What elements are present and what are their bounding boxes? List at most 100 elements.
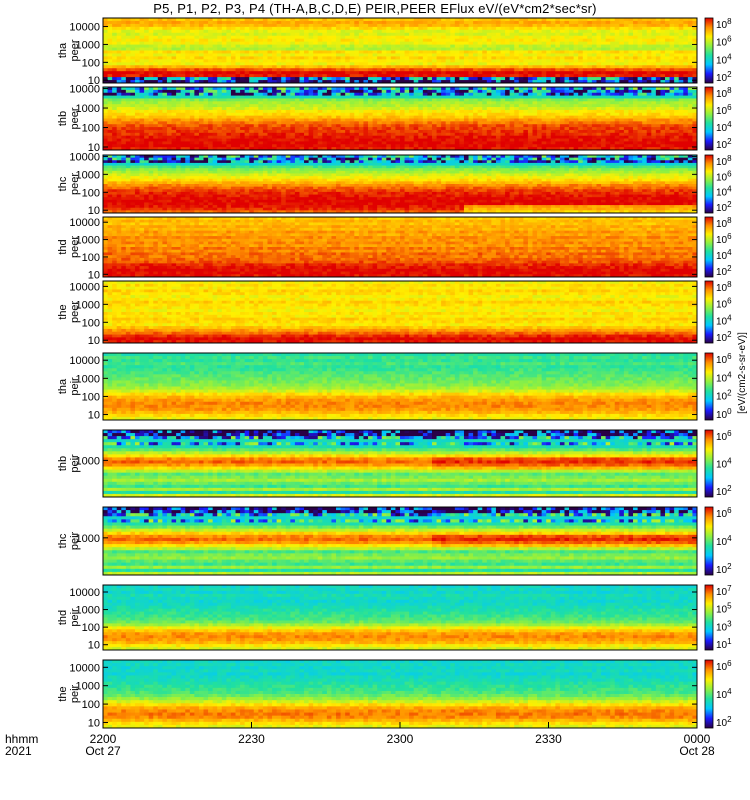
heatmap-cell (322, 51, 327, 54)
heatmap-cell (313, 56, 318, 59)
heatmap-cell (528, 39, 533, 42)
heatmap-cell (564, 30, 569, 33)
heatmap-cell (587, 53, 592, 56)
heatmap-cell (258, 62, 263, 65)
heatmap-cell (432, 48, 437, 51)
heatmap-cell (482, 77, 487, 80)
heatmap-cell (108, 48, 113, 51)
heatmap-cell (245, 27, 250, 30)
heatmap-cell (286, 18, 291, 21)
heatmap-cell (199, 42, 204, 45)
heatmap-cell (647, 45, 652, 48)
heatmap-cell (354, 59, 359, 62)
heatmap-cell (236, 74, 241, 77)
heatmap-cell (405, 59, 410, 62)
heatmap-cell (446, 36, 451, 39)
heatmap-cell (290, 65, 295, 68)
heatmap-cell (140, 27, 145, 30)
heatmap-cell (478, 18, 483, 21)
heatmap-cell (619, 39, 624, 42)
heatmap-cell (236, 42, 241, 45)
heatmap-cell (204, 62, 209, 65)
heatmap-cell (318, 68, 323, 71)
heatmap-cell (277, 53, 282, 56)
heatmap-cell (514, 48, 519, 51)
heatmap-cell (267, 39, 272, 42)
heatmap-cell (331, 48, 336, 51)
heatmap-cell (633, 77, 638, 80)
heatmap-cell (140, 74, 145, 77)
heatmap-cell (377, 33, 382, 36)
heatmap-cell (263, 74, 268, 77)
heatmap-cell (236, 51, 241, 54)
heatmap-cell (601, 27, 606, 30)
heatmap-cell (295, 74, 300, 77)
heatmap-cell (158, 59, 163, 62)
heatmap-cell (482, 36, 487, 39)
heatmap-cell (660, 77, 665, 80)
heatmap-cell (144, 104, 149, 107)
heatmap-cell (505, 71, 510, 74)
heatmap-cell (153, 45, 158, 48)
heatmap-cell (194, 71, 199, 74)
heatmap-cell (331, 59, 336, 62)
heatmap-cell (578, 62, 583, 65)
heatmap-cell (336, 74, 341, 77)
heatmap-cell (130, 51, 135, 54)
heatmap-cell (610, 30, 615, 33)
heatmap-cell (226, 21, 231, 24)
heatmap-cell (555, 77, 560, 80)
heatmap-cell (674, 30, 679, 33)
heatmap-cell (249, 56, 254, 59)
heatmap-cell (505, 74, 510, 77)
heatmap-cell (322, 33, 327, 36)
heatmap-cell (354, 77, 359, 80)
heatmap-cell (638, 45, 643, 48)
heatmap-cell (537, 65, 542, 68)
heatmap-cell (670, 74, 675, 77)
heatmap-cell (363, 77, 368, 80)
heatmap-cell (587, 36, 592, 39)
heatmap-cell (341, 30, 346, 33)
heatmap-cell (222, 74, 227, 77)
heatmap-cell (656, 21, 661, 24)
heatmap-cell (126, 30, 131, 33)
heatmap-cell (254, 36, 259, 39)
heatmap-cell (633, 42, 638, 45)
heatmap-cell (149, 36, 154, 39)
heatmap-cell (395, 30, 400, 33)
heatmap-cell (638, 48, 643, 51)
heatmap-cell (651, 65, 656, 68)
heatmap-cell (126, 98, 131, 101)
heatmap-cell (578, 33, 583, 36)
heatmap-cell (144, 59, 149, 62)
heatmap-cell (395, 53, 400, 56)
heatmap-cell (551, 30, 556, 33)
heatmap-cell (176, 59, 181, 62)
heatmap-cell (368, 71, 373, 74)
heatmap-cell (295, 33, 300, 36)
heatmap-cell (656, 36, 661, 39)
heatmap-cell (368, 45, 373, 48)
heatmap-cell (331, 24, 336, 27)
heatmap-cell (121, 110, 126, 113)
heatmap-cell (144, 27, 149, 30)
heatmap-cell (327, 59, 332, 62)
heatmap-cell (386, 62, 391, 65)
heatmap-cell (336, 56, 341, 59)
heatmap-cell (551, 45, 556, 48)
heatmap-cell (313, 33, 318, 36)
heatmap-cell (222, 33, 227, 36)
heatmap-cell (176, 27, 181, 30)
heatmap-cell (638, 36, 643, 39)
heatmap-cell (537, 21, 542, 24)
heatmap-cell (162, 68, 167, 71)
heatmap-cell (263, 48, 268, 51)
heatmap-cell (560, 33, 565, 36)
heatmap-cell (587, 56, 592, 59)
heatmap-cell (450, 24, 455, 27)
heatmap-cell (533, 21, 538, 24)
heatmap-cell (551, 48, 556, 51)
heatmap-cell (469, 36, 474, 39)
heatmap-cell (423, 33, 428, 36)
